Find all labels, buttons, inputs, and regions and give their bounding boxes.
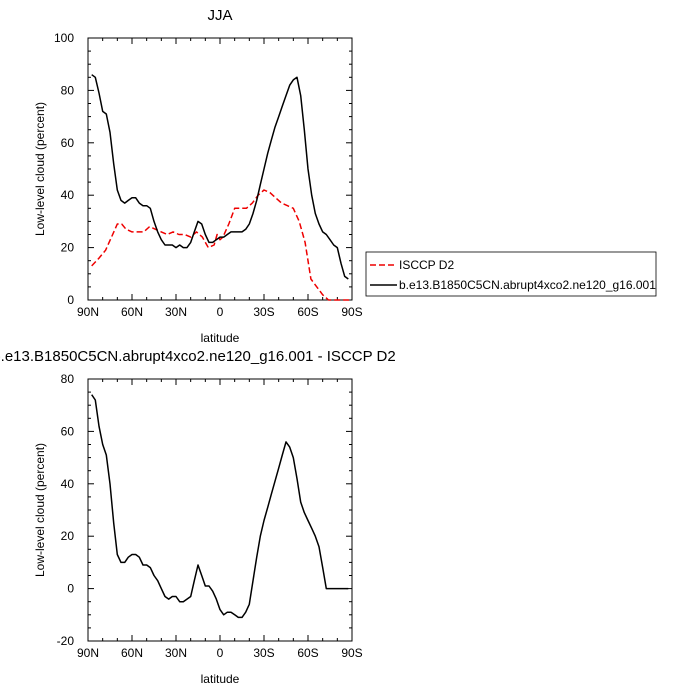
top-x-tick-label: 90N	[77, 305, 99, 319]
top-y-tick-label: 20	[61, 241, 75, 255]
top-x-axis-label: latitude	[201, 331, 240, 345]
bottom-title: b.e13.B1850C5CN.abrupt4xco2.ne120_g16.00…	[0, 348, 396, 365]
top-series-line-1	[91, 189, 350, 301]
bottom-plot-frame	[87, 378, 353, 642]
top-title: JJA	[207, 7, 232, 24]
legend-label-model: b.e13.B1850C5CN.abrupt4xco2.ne120_g16.00…	[399, 278, 656, 292]
bottom-y-tick-label: 0	[67, 582, 74, 596]
top-y-axis-label: Low-level cloud (percent)	[33, 102, 47, 236]
top-x-tick-label: 60S	[297, 305, 318, 319]
top-y-tick-label: 100	[54, 31, 74, 45]
bottom-y-tick-label: 40	[61, 477, 75, 491]
bottom-x-axis-label: latitude	[201, 672, 240, 686]
top-ticks: 90N 60N 30N 0 30S 60S 90S 0 20 40 60 80 100	[54, 31, 363, 319]
bottom-series-group	[91, 394, 349, 619]
legend: ISCCP D2 b.e13.B1850C5CN.abrupt4xco2.ne1…	[365, 251, 657, 297]
bottom-x-tick-label: 60N	[121, 646, 143, 660]
legend-box	[365, 251, 657, 297]
bottom-x-tick-label: 90S	[341, 646, 362, 660]
bottom-panel: b.e13.B1850C5CN.abrupt4xco2.ne120_g16.00…	[0, 348, 396, 686]
top-series-line-2	[91, 74, 349, 280]
bottom-y-tick-label: -20	[57, 634, 75, 648]
bottom-x-tick-label: 0	[217, 646, 224, 660]
top-y-tick-label: 0	[67, 293, 74, 307]
top-y-tick-label: 80	[61, 83, 75, 97]
bottom-series-line-1	[91, 394, 349, 619]
top-x-tick-label: 60N	[121, 305, 143, 319]
bottom-y-tick-label: 80	[61, 372, 75, 386]
top-series-group	[91, 74, 350, 301]
bottom-y-tick-label: 20	[61, 529, 75, 543]
bottom-y-tick-label: 60	[61, 424, 75, 438]
bottom-x-tick-label: 90N	[77, 646, 99, 660]
top-x-tick-label: 30S	[253, 305, 274, 319]
legend-label-isccp: ISCCP D2	[399, 258, 454, 272]
top-plot-frame	[87, 37, 353, 301]
top-x-tick-label: 0	[217, 305, 224, 319]
top-panel: JJA 90N 60N 30N 0 30S 60S 90S 0 20 40 60 80 100 lati…	[33, 7, 363, 345]
top-x-tick-label: 90S	[341, 305, 362, 319]
bottom-ticks: 90N 60N 30N 0 30S 60S 90S -20 0 20 40 60 80	[57, 372, 363, 660]
bottom-x-tick-label: 30N	[165, 646, 187, 660]
bottom-x-tick-label: 60S	[297, 646, 318, 660]
bottom-x-tick-label: 30S	[253, 646, 274, 660]
bottom-y-axis-label: Low-level cloud (percent)	[33, 443, 47, 577]
top-x-tick-label: 30N	[165, 305, 187, 319]
top-y-tick-label: 60	[61, 136, 75, 150]
top-y-tick-label: 40	[61, 188, 75, 202]
